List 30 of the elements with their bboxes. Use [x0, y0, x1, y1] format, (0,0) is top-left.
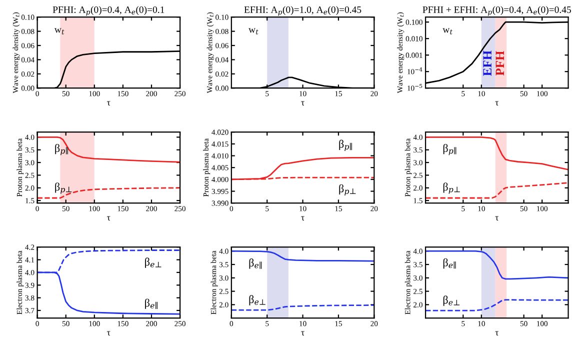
series-label: β$_{e⊥}$ [443, 296, 460, 306]
series-label: β$_{p⊥}$ [443, 182, 460, 194]
series-label: β$_{p∥}$ [55, 144, 68, 156]
x-axis-title: τ [495, 216, 499, 221]
series-label: β$_{p⊥}$ [55, 182, 72, 194]
series-label: β$_{p∥}$ [443, 144, 456, 156]
x-axis-title: τ [107, 331, 110, 336]
chart-title: EFHI: A$_{p}$(0)=1.0, A$_{e}$(0)=0.45 [244, 6, 362, 16]
band-label: PFH [496, 50, 504, 76]
x-axis-title: τ [301, 216, 304, 221]
chart-title: PFHI: A$_{p}$(0)=0.4, A$_{e}$(0)=0.1 [52, 6, 164, 16]
series-label: β$_{e⊥}$ [145, 258, 162, 268]
x-axis-title: τ [107, 216, 110, 221]
x-axis-title: τ [495, 101, 499, 106]
series-label: β$_{e⊥}$ [249, 295, 266, 306]
series-label: β$_{p∥}$ [339, 140, 352, 151]
x-axis-title: τ [301, 101, 304, 106]
series-label: β$_{e∥}$ [145, 298, 158, 310]
x-axis-title: τ [301, 331, 304, 336]
series-label: β$_{p⊥}$ [339, 184, 356, 196]
band-label: EFH [483, 50, 492, 76]
chart-title: PFHI + EFHI: A$_{p}$(0)=0.4, A$_{e}$(0)=0.45 [422, 6, 571, 16]
x-axis-title: τ [107, 101, 110, 106]
annotation: w$_{t}$ [442, 28, 453, 34]
series-label: β$_{e∥}$ [443, 258, 456, 269]
series-label: β$_{e∥}$ [249, 258, 262, 269]
line-series [37, 136, 180, 163]
x-axis-title: τ [495, 331, 499, 336]
annotation: w$_{t}$ [248, 28, 258, 34]
annotation: w$_{t}$ [54, 28, 64, 34]
